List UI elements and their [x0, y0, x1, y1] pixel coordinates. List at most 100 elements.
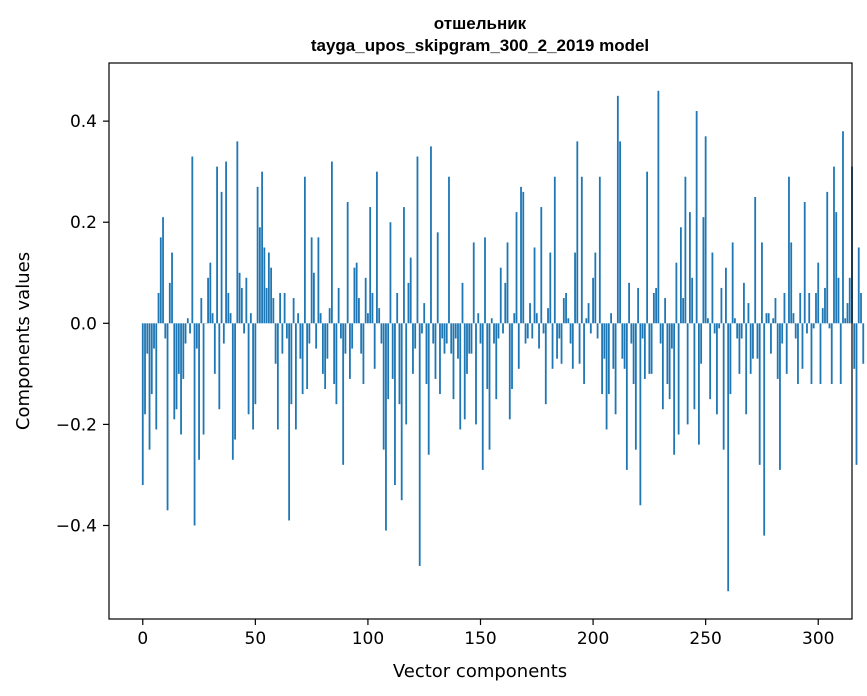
bar [166, 323, 169, 511]
bar [596, 323, 599, 339]
bar [445, 323, 448, 344]
bar [331, 161, 333, 324]
bar [443, 323, 446, 354]
bar [623, 323, 626, 369]
bar [515, 212, 518, 324]
bar [770, 323, 772, 354]
bar [598, 176, 601, 324]
bar [434, 323, 437, 379]
bar [794, 323, 797, 339]
bar [734, 318, 736, 324]
bar [747, 303, 750, 324]
bar [308, 323, 311, 344]
bar [162, 217, 164, 324]
bar [432, 323, 435, 344]
bar [763, 323, 766, 536]
bar [594, 252, 597, 324]
bar [202, 323, 205, 435]
bar [200, 298, 203, 324]
bar [531, 323, 534, 339]
bar [565, 292, 567, 324]
bar [481, 323, 484, 470]
bar [846, 303, 849, 324]
bar [520, 186, 522, 324]
bar [175, 323, 178, 410]
bar [738, 323, 741, 374]
bar [616, 95, 619, 324]
bar [776, 323, 779, 379]
bar [612, 323, 615, 369]
bar [756, 323, 759, 359]
bar [367, 313, 369, 324]
chart-title-line-2: tayga_upos_skipgram_300_2_2019 model [311, 36, 649, 55]
bar [450, 323, 453, 354]
bar [229, 313, 232, 324]
bar [351, 323, 354, 349]
bar [209, 262, 212, 324]
bar [574, 252, 576, 324]
bar [801, 323, 804, 369]
bar [153, 323, 155, 349]
bar [709, 323, 712, 400]
bar [781, 323, 784, 344]
bar [727, 323, 730, 592]
bar [783, 292, 786, 324]
bar [457, 323, 459, 359]
bar [459, 323, 462, 430]
bar [605, 323, 608, 430]
bar [752, 323, 754, 359]
bar [213, 323, 216, 374]
bar [303, 176, 306, 324]
bar [211, 313, 214, 324]
bar [258, 227, 261, 324]
bar [722, 323, 725, 450]
bar [502, 323, 504, 334]
bar [842, 131, 844, 324]
y-tick-label: −0.2 [56, 415, 97, 435]
bar [382, 323, 385, 450]
bar [815, 292, 817, 324]
bar [335, 323, 338, 405]
bar [668, 323, 671, 400]
bar [416, 156, 419, 324]
bar [247, 323, 250, 415]
bar [628, 282, 630, 324]
bar [353, 267, 356, 324]
bar [272, 298, 275, 324]
bar [220, 191, 223, 324]
bar [824, 287, 826, 324]
bar [540, 207, 543, 324]
bar [412, 323, 414, 374]
bar [387, 323, 390, 400]
bar [679, 227, 682, 324]
bar [641, 323, 644, 339]
bar [324, 323, 327, 390]
bar [448, 176, 450, 324]
bar [700, 323, 703, 364]
bar [342, 323, 345, 465]
bar [646, 171, 649, 324]
bar [441, 323, 444, 339]
bar [632, 323, 635, 384]
bar [157, 292, 160, 324]
bar [378, 308, 381, 324]
bar [643, 323, 646, 379]
bar [758, 323, 761, 465]
bar [522, 191, 525, 324]
bar [333, 323, 336, 384]
bar [558, 323, 561, 339]
bar [848, 277, 851, 324]
bar [526, 323, 529, 339]
bar [830, 323, 833, 384]
bar [144, 323, 146, 415]
bar [430, 146, 432, 324]
bar [684, 176, 687, 324]
bar [466, 323, 468, 374]
bar [538, 323, 540, 349]
bar [186, 318, 189, 324]
bar [177, 323, 180, 374]
bar [792, 313, 795, 324]
bar [472, 242, 475, 324]
bar [740, 323, 743, 339]
bar [767, 313, 770, 324]
